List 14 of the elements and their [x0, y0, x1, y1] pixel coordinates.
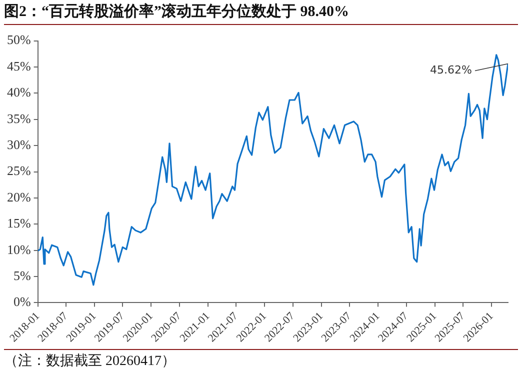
y-tick-label: 50%	[6, 32, 31, 48]
y-tick-label: 45%	[6, 58, 31, 74]
y-tick-label: 10%	[6, 242, 31, 257]
chart-title: 图2：“百元转股溢价率”滚动五年分位数处于 98.40%	[4, 2, 518, 25]
y-tick-label: 25%	[6, 163, 31, 178]
text: （注：数据截至 20260417）	[4, 349, 518, 370]
y-tick-label: 40%	[6, 84, 31, 100]
y-tick-label: 30%	[6, 137, 31, 152]
y-tick-label: 20%	[6, 189, 31, 204]
y-tick-label: 15%	[6, 216, 31, 231]
annotation: 45.62%	[430, 64, 472, 77]
y-tick-label: 5%	[13, 268, 31, 283]
y-tick-label: 35%	[6, 110, 31, 126]
y-tick-label: 0%	[13, 294, 31, 310]
